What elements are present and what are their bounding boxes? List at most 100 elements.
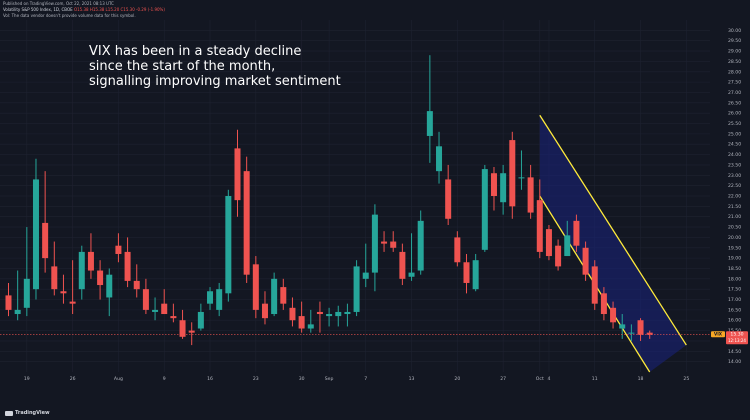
- candle-body: [426, 111, 433, 136]
- candle-body: [600, 293, 607, 315]
- candle-body: [115, 245, 122, 254]
- candle-body: [445, 179, 452, 219]
- candle-body: [179, 320, 186, 337]
- candle-body: [51, 266, 58, 290]
- candle-body: [564, 235, 571, 257]
- candle-body: [234, 148, 241, 201]
- annotation-line-1: VIX has been in a steady decline: [89, 44, 302, 59]
- y-tick-label: 27.50: [728, 80, 741, 86]
- candle-body: [481, 169, 488, 250]
- candle-body: [637, 320, 644, 335]
- y-tick-label: 26.00: [728, 111, 741, 117]
- y-tick-label: 16.00: [728, 318, 741, 324]
- candle-body: [353, 266, 360, 312]
- chart-annotation: VIX has been in a steady decline since t…: [89, 44, 341, 89]
- candle-body: [207, 291, 214, 304]
- candle-body: [555, 245, 562, 267]
- candle-body: [390, 241, 397, 248]
- candle-body: [78, 251, 85, 290]
- y-tick-label: 25.00: [728, 131, 741, 137]
- x-tick-label: 25: [683, 376, 689, 382]
- candle-body: [527, 177, 534, 213]
- candle-body: [14, 309, 21, 315]
- candle-body: [188, 330, 195, 333]
- y-tick-label: 28.00: [728, 69, 741, 75]
- candle-body: [381, 241, 388, 244]
- volume-note: Vol: The data vendor doesn't provide vol…: [3, 13, 136, 18]
- y-tick-label: 29.50: [728, 38, 741, 44]
- annotation-line-2: since the start of the month,: [89, 59, 276, 74]
- y-tick-label: 22.00: [728, 194, 741, 200]
- symbol-badge: [711, 331, 725, 338]
- candle-body: [69, 301, 76, 304]
- candle-body: [106, 274, 113, 298]
- y-tick-label: 26.50: [728, 100, 741, 106]
- annotation-line-3: signalling improving market sentiment: [89, 74, 341, 89]
- price-axis[interactable]: 14.0014.5015.0015.5016.0016.5017.0017.50…: [728, 28, 741, 365]
- candle-body: [454, 237, 461, 263]
- candle-body: [610, 307, 617, 323]
- candle-body: [152, 309, 159, 312]
- candle-body: [161, 303, 168, 315]
- candle-body: [170, 316, 177, 319]
- y-tick-label: 20.50: [728, 225, 741, 231]
- y-tick-label: 30.00: [728, 28, 741, 34]
- candle-body: [582, 247, 589, 275]
- symbol-title: Volatility S&P 500 Index, 1D, CBOE: [3, 7, 73, 12]
- candle-body: [646, 332, 653, 335]
- ohlc-values: O15.38 H15.38 L15.20 C15.30 -0.29 (-1.90…: [73, 7, 165, 12]
- time-axis[interactable]: 19 26 Aug 9 16 23 30 Sep 7 13 20 27 Oct 4 11 18 25: [24, 376, 689, 382]
- y-tick-label: 23.50: [728, 162, 741, 168]
- x-tick-label: Sep: [325, 376, 334, 382]
- x-tick-label: 26: [70, 376, 76, 382]
- candle-body: [436, 146, 443, 172]
- published-note: Published on TradingView.com, Oct 22, 20…: [3, 1, 114, 6]
- y-tick-label: 24.00: [728, 152, 741, 158]
- x-tick-label: 11: [592, 376, 598, 382]
- candles: [5, 55, 653, 346]
- y-tick-label: 21.00: [728, 214, 741, 220]
- y-tick-label: 15.50: [728, 328, 741, 334]
- x-tick-label: 7: [364, 376, 367, 382]
- channel-fill: [539, 115, 687, 372]
- candle-body: [518, 177, 525, 179]
- y-tick-label: 20.00: [728, 235, 741, 241]
- x-tick-label: 19: [24, 376, 30, 382]
- y-tick-label: 25.50: [728, 121, 741, 127]
- y-tick-label: 16.50: [728, 307, 741, 313]
- x-tick-label: 23: [253, 376, 259, 382]
- y-tick-label: 27.00: [728, 90, 741, 96]
- candle-body: [335, 311, 342, 317]
- descending-channel: [539, 114, 687, 373]
- y-tick-label: 18.50: [728, 266, 741, 272]
- candle-body: [280, 287, 287, 304]
- candle-body: [271, 278, 278, 315]
- candle-body: [142, 289, 149, 310]
- candle-body: [42, 222, 49, 259]
- candle-body: [216, 289, 223, 310]
- candle-body: [23, 278, 30, 308]
- candle-body: [261, 303, 268, 319]
- candle-body: [545, 229, 552, 257]
- candle-body: [133, 280, 140, 290]
- x-tick-label: Oct: [536, 376, 544, 382]
- candle-body: [32, 179, 39, 290]
- y-tick-label: 23.00: [728, 173, 741, 179]
- brand-label: TradingView: [15, 410, 50, 416]
- candle-body: [5, 295, 12, 310]
- candle-body: [500, 173, 507, 203]
- candle-body: [344, 311, 351, 315]
- x-tick-label: Aug: [114, 376, 123, 382]
- last-price-badge: [726, 331, 748, 345]
- candle-body: [289, 307, 296, 321]
- x-tick-label: 9: [163, 376, 166, 382]
- candle-body: [298, 316, 305, 329]
- candle-body: [326, 314, 333, 317]
- candle-body: [408, 272, 415, 277]
- candle-body: [417, 220, 424, 271]
- x-tick-label: 4: [547, 376, 550, 382]
- channel-upper-line: [539, 114, 687, 346]
- y-tick-label: 19.50: [728, 245, 741, 251]
